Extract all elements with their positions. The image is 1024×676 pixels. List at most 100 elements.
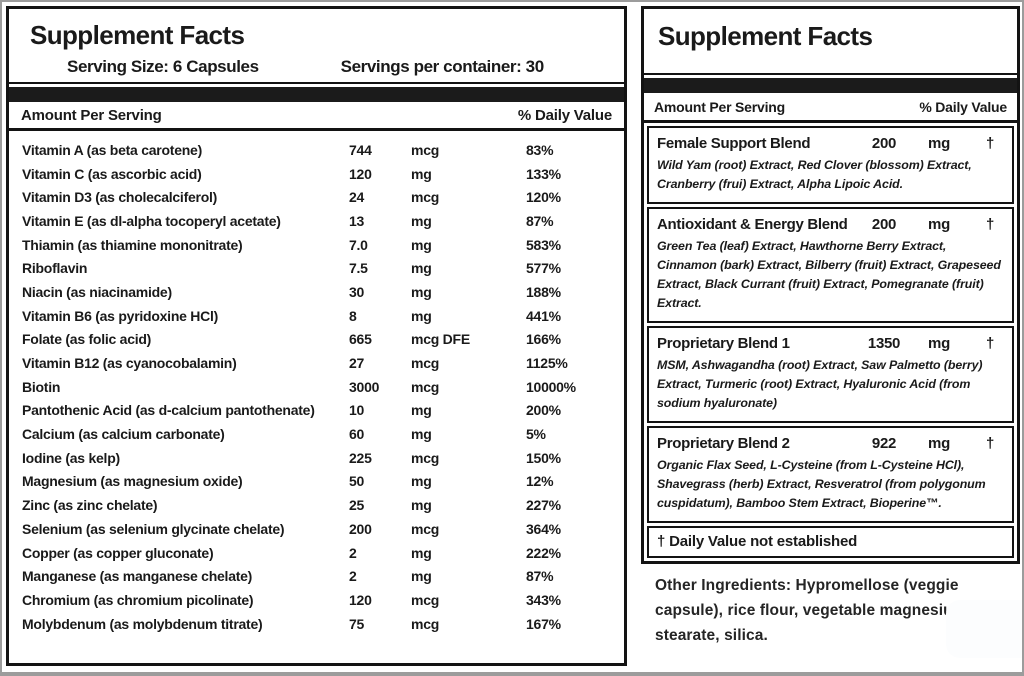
serving-info-row: Serving Size: 6 Capsules Servings per co… — [9, 57, 624, 77]
blend-dagger: † — [985, 135, 994, 152]
nutrient-daily-value: 167% — [526, 615, 561, 632]
blend-amount: 200 — [871, 216, 897, 233]
blend-description: Wild Yam (root) Extract, Red Clover (blo… — [657, 158, 972, 191]
nutrient-unit: mcg — [411, 355, 440, 372]
nutrient-row: Vitamin C (as ascorbic acid) 120 mg 133% — [9, 162, 624, 186]
panel-title: Supplement Facts — [658, 21, 873, 51]
blend-dagger: † — [985, 435, 994, 452]
nutrient-row: Pantothenic Acid (as d-calcium pantothen… — [9, 399, 624, 423]
header-rule — [9, 82, 624, 84]
blend-name: Female Support Blend — [657, 135, 811, 152]
nutrient-unit: mcg — [411, 591, 440, 608]
blend-section: Female Support Blend 200 mg † Wild Yam (… — [647, 126, 1014, 204]
blend-list: Female Support Blend 200 mg † Wild Yam (… — [644, 126, 1017, 523]
nutrient-unit: mg — [411, 260, 432, 277]
nutrient-daily-value: 188% — [526, 283, 561, 300]
nutrient-name: Zinc (as zinc chelate) — [22, 497, 158, 514]
nutrient-name: Vitamin B6 (as pyridoxine HCl) — [22, 307, 219, 324]
nutrient-name: Vitamin E (as dl-alpha tocoperyl acetate… — [22, 212, 281, 229]
nutrient-daily-value: 200% — [526, 402, 561, 419]
nutrient-unit: mg — [411, 402, 432, 419]
nutrient-unit: mg — [411, 165, 432, 182]
nutrient-daily-value: 222% — [526, 544, 561, 561]
nutrient-unit: mg — [411, 473, 432, 490]
nutrient-amount: 120 — [349, 165, 372, 182]
nutrient-amount: 665 — [349, 331, 372, 348]
nutrient-row: Zinc (as zinc chelate) 25 mg 227% — [9, 493, 624, 517]
servings-per-container-label: Servings per container: 30 — [340, 57, 545, 76]
nutrient-name: Pantothenic Acid (as d-calcium pantothen… — [22, 402, 315, 419]
nutrient-unit: mg — [411, 544, 432, 561]
panel-title: Supplement Facts — [30, 20, 245, 50]
nutrient-amount: 2 — [349, 568, 357, 585]
nutrient-daily-value: 364% — [526, 520, 561, 537]
daily-value-header: % Daily Value — [517, 106, 612, 124]
nutrient-row: Copper (as copper gluconate) 2 mg 222% — [9, 541, 624, 565]
nutrient-table: Vitamin A (as beta carotene) 744 mcg 83%… — [9, 131, 624, 635]
blend-description: Organic Flax Seed, L-Cysteine (from L-Cy… — [657, 458, 986, 510]
nutrient-name: Selenium (as selenium glycinate chelate) — [22, 520, 285, 537]
nutrient-row: Vitamin D3 (as cholecalciferol) 24 mcg 1… — [9, 185, 624, 209]
nutrient-row: Chromium (as chromium picolinate) 120 mc… — [9, 588, 624, 612]
nutrient-amount: 744 — [349, 141, 372, 158]
nutrient-row: Selenium (as selenium glycinate chelate)… — [9, 517, 624, 541]
nutrient-daily-value: 5% — [526, 426, 546, 443]
nutrient-name: Folate (as folic acid) — [22, 331, 152, 348]
nutrient-row: Iodine (as kelp) 225 mcg 150% — [9, 446, 624, 470]
nutrient-row: Molybdenum (as molybdenum titrate) 75 mc… — [9, 612, 624, 636]
nutrient-amount: 50 — [349, 473, 365, 490]
nutrient-amount: 7.0 — [349, 236, 368, 253]
nutrient-unit: mcg — [411, 449, 440, 466]
nutrient-unit: mcg — [411, 378, 440, 395]
nutrient-daily-value: 150% — [526, 449, 561, 466]
nutrient-row: Niacin (as niacinamide) 30 mg 188% — [9, 280, 624, 304]
nutrient-daily-value: 87% — [526, 212, 554, 229]
nutrient-name: Chromium (as chromium picolinate) — [22, 591, 254, 608]
other-ingredients-text: Other Ingredients: Hypromellose (veggie … — [655, 577, 967, 644]
nutrient-amount: 24 — [349, 189, 365, 206]
daily-value-header: % Daily Value — [919, 98, 1007, 115]
nutrient-unit: mg — [411, 568, 432, 585]
nutrient-unit: mcg — [411, 615, 440, 632]
nutrient-amount: 200 — [349, 520, 372, 537]
nutrient-unit: mg — [411, 307, 432, 324]
blend-unit: mg — [928, 335, 950, 352]
nutrient-daily-value: 133% — [526, 165, 561, 182]
nutrient-daily-value: 87% — [526, 568, 554, 585]
blend-dagger: † — [985, 216, 994, 233]
nutrient-row: Biotin 3000 mcg 10000% — [9, 375, 624, 399]
nutrient-amount: 120 — [349, 591, 372, 608]
blend-amount: 1350 — [867, 335, 901, 352]
supplement-facts-panel-left: Supplement Facts Serving Size: 6 Capsule… — [6, 6, 627, 666]
nutrient-name: Biotin — [22, 378, 61, 395]
nutrient-name: Copper (as copper gluconate) — [22, 544, 214, 561]
nutrient-daily-value: 12% — [526, 473, 554, 490]
nutrient-amount: 75 — [349, 615, 365, 632]
nutrient-daily-value: 343% — [526, 591, 561, 608]
nutrient-unit: mg — [411, 426, 432, 443]
nutrient-daily-value: 166% — [526, 331, 561, 348]
nutrient-amount: 13 — [349, 212, 365, 229]
nutrient-daily-value: 83% — [526, 141, 554, 158]
nutrient-unit: mcg — [411, 520, 440, 537]
divider-bar — [644, 78, 1017, 93]
nutrient-name: Vitamin C (as ascorbic acid) — [22, 165, 202, 182]
nutrient-unit: mcg DFE — [411, 331, 470, 348]
nutrient-amount: 225 — [349, 449, 372, 466]
blend-header-row: Proprietary Blend 2 922 mg † — [657, 433, 1004, 452]
header-rule — [644, 73, 1017, 75]
nutrient-amount: 60 — [349, 426, 365, 443]
nutrient-amount: 7.5 — [349, 260, 368, 277]
nutrient-row: Thiamin (as thiamine mononitrate) 7.0 mg… — [9, 233, 624, 257]
nutrient-row: Vitamin B6 (as pyridoxine HCl) 8 mg 441% — [9, 304, 624, 328]
nutrient-name: Thiamin (as thiamine mononitrate) — [22, 236, 243, 253]
blend-unit: mg — [928, 135, 950, 152]
nutrient-unit: mcg — [411, 141, 440, 158]
nutrient-name: Magnesium (as magnesium oxide) — [22, 473, 243, 490]
nutrient-daily-value: 1125% — [526, 355, 568, 372]
nutrient-row: Riboflavin 7.5 mg 577% — [9, 256, 624, 280]
nutrient-amount: 25 — [349, 497, 365, 514]
footnote-text: † Daily Value not established — [657, 533, 858, 550]
supplement-facts-panel-right: Supplement Facts Amount Per Serving % Da… — [641, 6, 1020, 564]
nutrient-amount: 10 — [349, 402, 365, 419]
